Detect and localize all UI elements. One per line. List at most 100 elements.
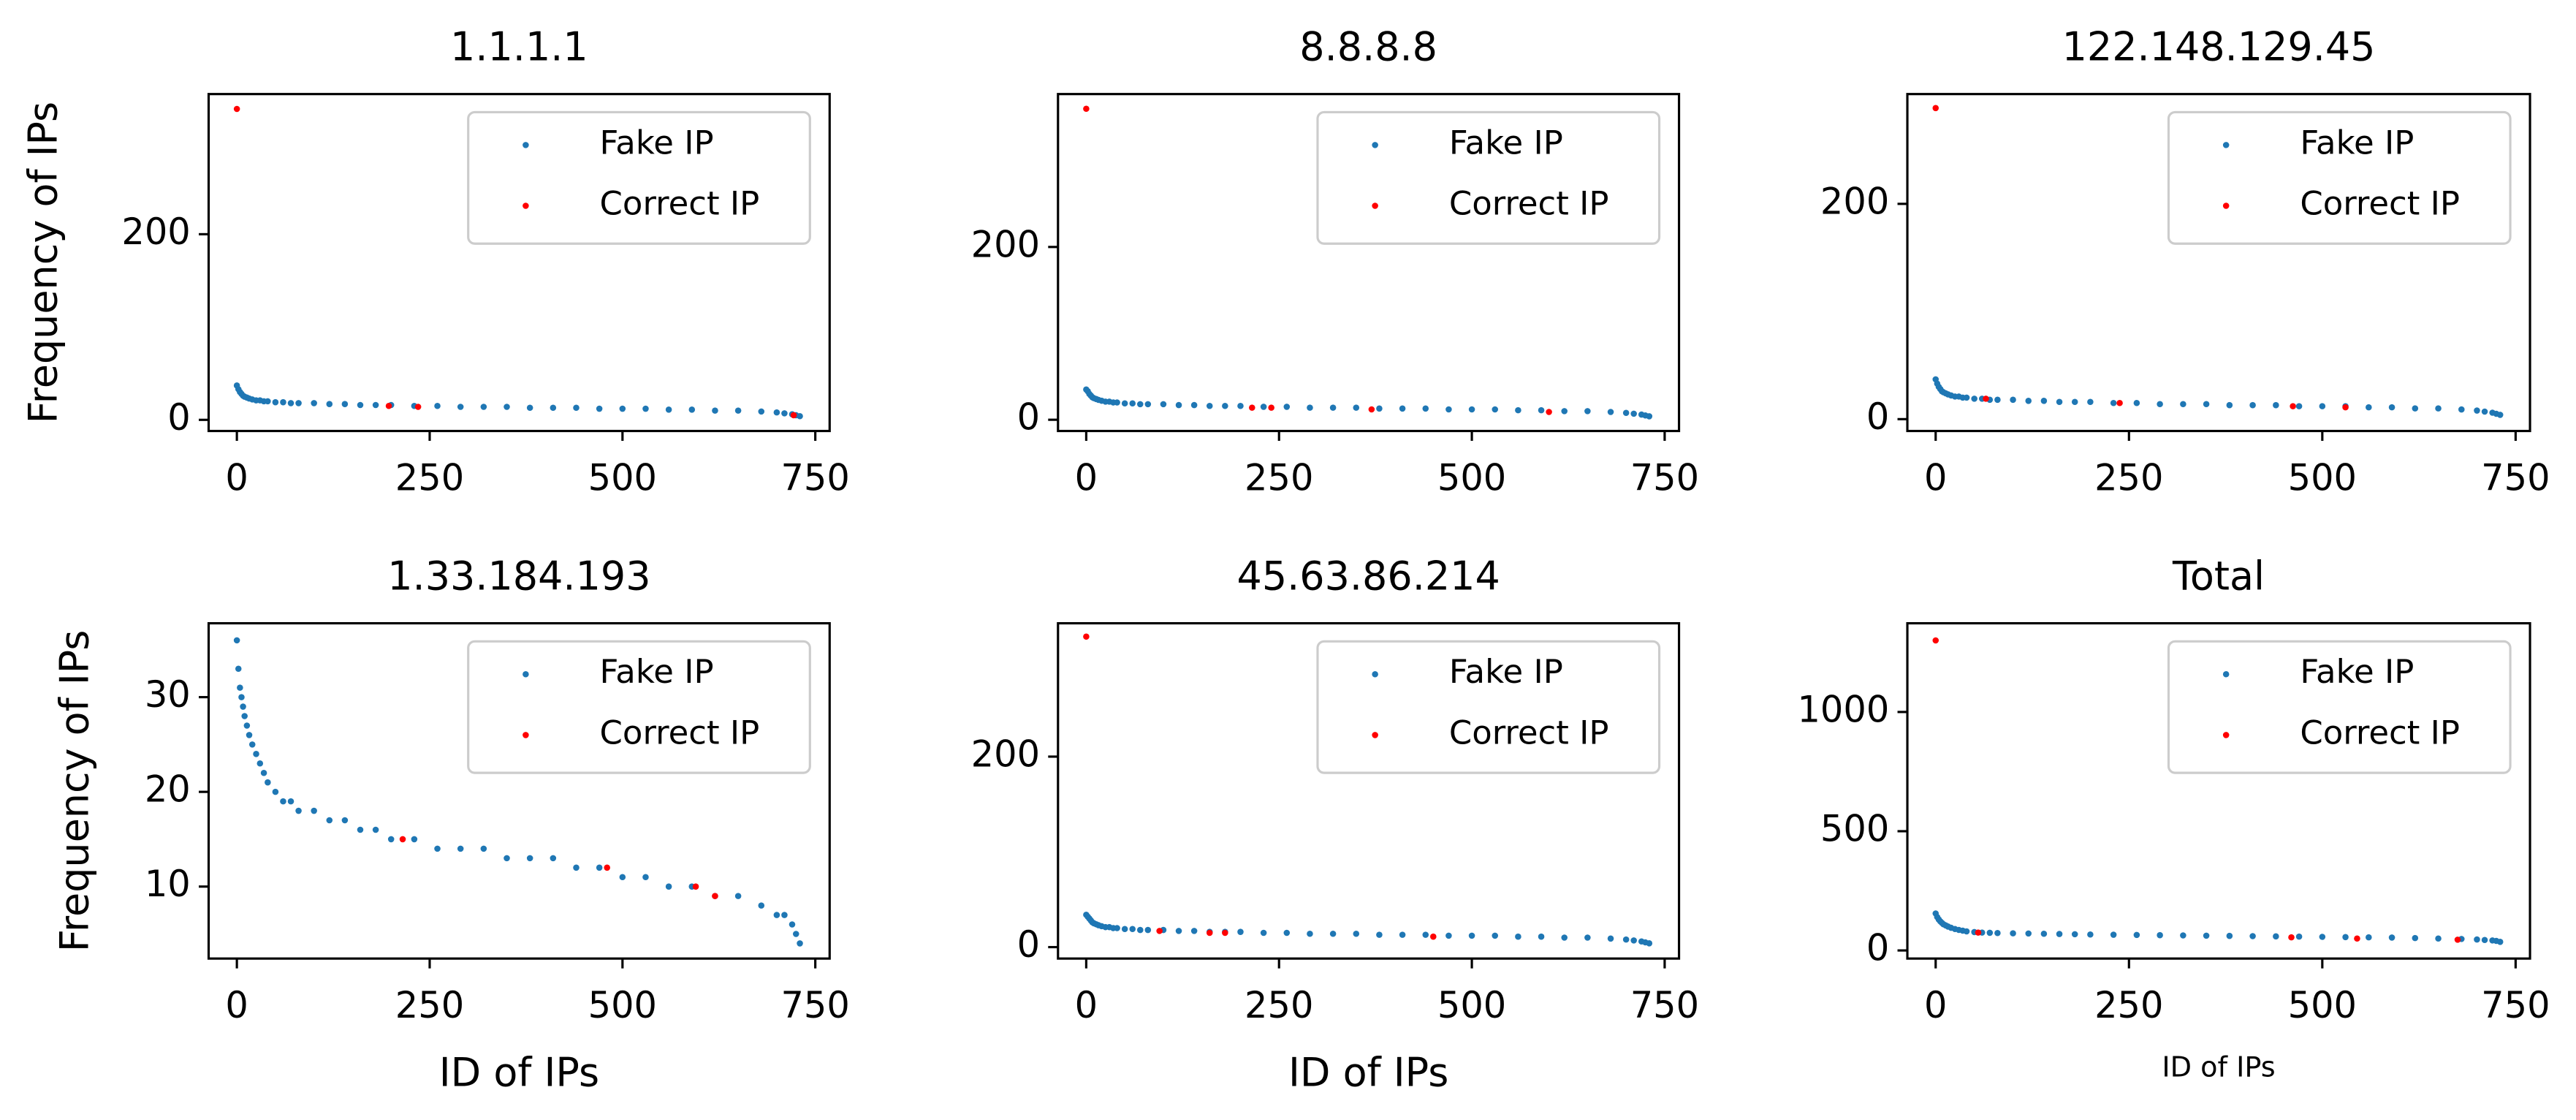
- x-tick-label: 750: [1630, 984, 1699, 1026]
- data-point: [1129, 400, 1136, 406]
- x-tick-label: 0: [225, 456, 248, 499]
- data-point: [2435, 935, 2442, 942]
- data-point: [1430, 933, 1437, 940]
- data-point: [1307, 404, 1313, 411]
- legend: Fake IP Correct IP: [1316, 110, 1661, 245]
- data-point: [326, 401, 333, 407]
- data-point: [1237, 928, 1244, 935]
- data-point: [642, 874, 649, 881]
- y-axis-label: Frequency of IPs: [51, 630, 97, 953]
- y-tick-label: 0: [1866, 396, 1889, 438]
- data-point: [2342, 404, 2349, 411]
- data-point: [237, 684, 243, 691]
- data-point: [357, 826, 364, 833]
- data-point: [2110, 931, 2117, 938]
- data-point: [1422, 931, 1429, 938]
- data-point: [280, 398, 286, 406]
- y-tick-label: 0: [1017, 923, 1040, 966]
- data-point: [797, 940, 803, 947]
- x-tick-label: 250: [1245, 456, 1313, 499]
- subplot: 122.148.129.45 0 250 500 750 0 200 Fake IP Corre…: [1820, 24, 2550, 499]
- data-point: [414, 404, 422, 410]
- x-tick-label: 0: [1924, 984, 1947, 1026]
- x-tick-label: 250: [2094, 984, 2163, 1026]
- data-point: [2203, 401, 2210, 407]
- data-point: [2040, 930, 2048, 937]
- legend-frame: [467, 640, 811, 774]
- data-point: [1121, 926, 1128, 933]
- data-point: [385, 402, 392, 409]
- data-point: [1268, 404, 1274, 411]
- data-point: [1932, 105, 1939, 112]
- data-point: [341, 817, 349, 824]
- data-point: [773, 912, 780, 918]
- y-tick-label: 0: [1866, 927, 1889, 969]
- legend-label: Correct IP: [1449, 713, 1609, 752]
- y-axis-label: Frequency of IPs: [20, 102, 67, 424]
- data-point: [2366, 934, 2372, 941]
- data-point: [2496, 412, 2504, 418]
- data-point: [1515, 933, 1521, 940]
- y-tick-label: 20: [145, 768, 191, 811]
- data-point: [1206, 402, 1213, 409]
- data-point: [734, 407, 742, 414]
- data-point: [1307, 931, 1313, 937]
- data-point: [2133, 399, 2140, 406]
- data-point: [596, 864, 603, 871]
- legend-frame: [2167, 640, 2512, 774]
- x-tick-label: 750: [780, 456, 849, 499]
- x-tick-label: 500: [1437, 984, 1506, 1026]
- data-point: [1083, 105, 1090, 113]
- data-point: [526, 404, 533, 412]
- data-point: [2226, 401, 2233, 409]
- data-point: [604, 864, 610, 871]
- data-point: [1561, 408, 1568, 415]
- subplot: 1.1.1.1 Frequency of IPs 0 250 500 750 0 200 Fak…: [20, 24, 850, 499]
- data-point: [233, 637, 240, 644]
- subplot-title: Total: [2172, 553, 2265, 599]
- x-tick-label: 0: [1075, 984, 1098, 1026]
- data-point: [480, 845, 487, 852]
- axes-frame: [207, 621, 831, 960]
- subplot: Total ID of IPs 0 250 500 750 0 500 1000 Fake IP C…: [1797, 553, 2550, 1083]
- legend-label: Correct IP: [2300, 184, 2460, 223]
- data-point: [2496, 939, 2504, 945]
- data-point: [2071, 398, 2078, 406]
- data-point: [692, 883, 699, 890]
- data-point: [257, 760, 264, 767]
- y-tick-label: 30: [145, 673, 191, 716]
- x-tick-label: 750: [780, 984, 849, 1026]
- data-point: [642, 405, 649, 412]
- data-point: [573, 864, 580, 871]
- data-point: [1329, 931, 1337, 937]
- data-point: [1561, 934, 1568, 941]
- legend-label: Correct IP: [2300, 713, 2460, 752]
- legend-label: Correct IP: [1449, 184, 1609, 223]
- data-point: [734, 893, 742, 899]
- legend-label: Fake IP: [1449, 652, 1563, 691]
- data-point: [1376, 931, 1383, 938]
- data-point: [758, 902, 765, 909]
- data-point: [1260, 929, 1267, 937]
- x-axis-label: ID of IPs: [2162, 1051, 2275, 1083]
- y-tick-label: 0: [167, 396, 190, 439]
- data-point: [619, 405, 626, 412]
- data-point: [1584, 408, 1591, 415]
- data-point: [2273, 401, 2279, 409]
- data-point: [2481, 937, 2488, 943]
- data-point: [797, 412, 803, 420]
- data-point: [1468, 932, 1475, 939]
- data-point: [773, 409, 780, 416]
- legend-label: Correct IP: [600, 713, 760, 752]
- data-point: [2203, 932, 2210, 939]
- data-point: [1368, 406, 1375, 413]
- data-point: [789, 921, 796, 928]
- legend-label: Fake IP: [600, 652, 714, 691]
- data-point: [272, 788, 279, 795]
- data-point: [2290, 403, 2296, 409]
- data-point: [280, 798, 286, 805]
- data-point: [2474, 936, 2480, 943]
- data-point: [781, 410, 788, 417]
- data-point: [457, 845, 464, 852]
